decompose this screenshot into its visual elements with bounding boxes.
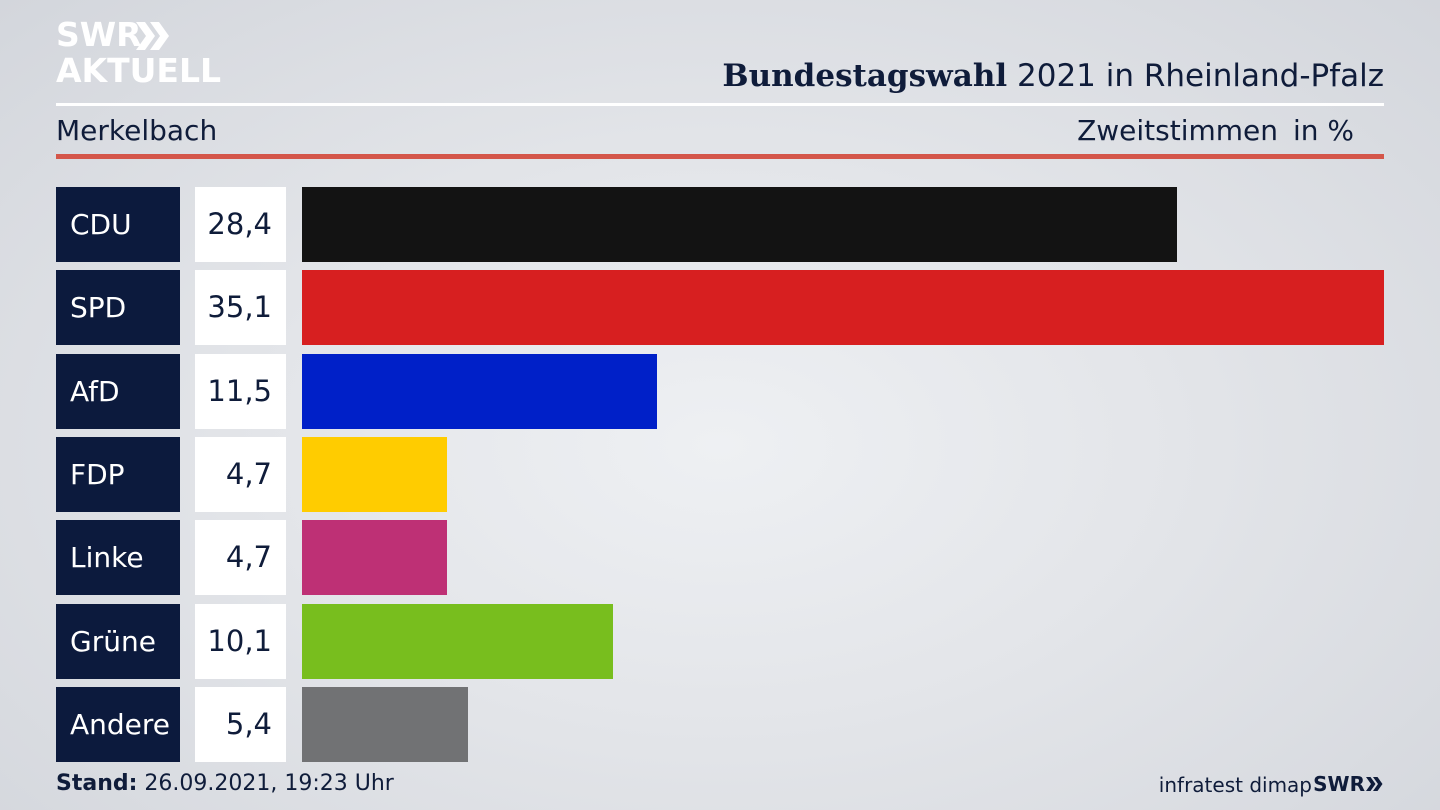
- party-label: AfD: [56, 353, 180, 429]
- bar-row: Linke 4,7: [0, 520, 1440, 596]
- bar-row: SPD 35,1: [0, 270, 1440, 346]
- bar: [302, 353, 657, 429]
- party-label: Grüne: [56, 603, 180, 679]
- chart-title-bold: Bundestagswahl: [722, 58, 1008, 94]
- logo-line1: SWR: [56, 15, 142, 54]
- party-label: Andere: [56, 686, 180, 762]
- bar-row: AfD 11,5: [0, 353, 1440, 430]
- vote-type-label: Zweitstimmen: [1077, 114, 1278, 147]
- bar: [302, 187, 1177, 262]
- bar: [302, 520, 447, 596]
- bar-row: Grüne 10,1: [0, 603, 1440, 680]
- value-label: 35,1: [195, 270, 286, 346]
- party-label: SPD: [56, 270, 180, 346]
- bar-row: Andere 5,4: [0, 686, 1440, 763]
- value-label: 10,1: [195, 603, 286, 679]
- timestamp: Stand: 26.09.2021, 19:23 Uhr: [56, 771, 394, 796]
- accent-divider: [56, 154, 1384, 159]
- party-label: CDU: [56, 187, 180, 262]
- bar: [302, 270, 1384, 346]
- bar: [302, 686, 468, 762]
- value-label: 5,4: [195, 686, 286, 762]
- chart-title: Bundestagswahl 2021 in Rheinland-Pfalz: [722, 58, 1384, 94]
- value-label: 4,7: [195, 436, 286, 512]
- chevron-right-icon: [1366, 777, 1383, 791]
- bar-row: CDU 28,4: [0, 187, 1440, 263]
- party-label: FDP: [56, 436, 180, 512]
- swr-footer-logo: SWR: [1313, 772, 1384, 796]
- source-label: infratest dimap: [1158, 773, 1312, 797]
- bar: [302, 603, 613, 679]
- party-label: Linke: [56, 520, 180, 596]
- logo-line2: AKTUELL: [56, 51, 222, 90]
- chart-title-rest: 2021 in Rheinland-Pfalz: [1007, 58, 1384, 94]
- value-label: 11,5: [195, 353, 286, 429]
- broadcaster-label: SWR: [1313, 772, 1365, 796]
- stand-value: 26.09.2021, 19:23 Uhr: [137, 771, 394, 796]
- value-label: 4,7: [195, 520, 286, 596]
- header-divider: [56, 103, 1384, 106]
- unit-label: in %: [1292, 114, 1354, 147]
- chevron-right-icon: [136, 22, 169, 50]
- value-label: 28,4: [195, 187, 286, 262]
- swr-aktuell-logo: SWR AKTUELL: [56, 16, 226, 90]
- region-name: Merkelbach: [56, 114, 218, 147]
- bar-row: FDP 4,7: [0, 436, 1440, 513]
- stand-label: Stand:: [56, 771, 138, 796]
- bar: [302, 436, 447, 512]
